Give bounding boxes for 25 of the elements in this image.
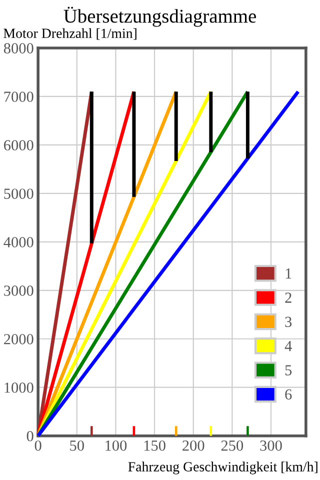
legend-label: 6 xyxy=(285,389,292,400)
x-tick-label: 100 xyxy=(106,440,127,451)
legend-label: 5 xyxy=(285,365,292,376)
y-tick-label: 1000 xyxy=(4,382,34,393)
chart-title: Übersetzungsdiagramme xyxy=(64,6,256,27)
y-tick-label: 8000 xyxy=(4,43,34,54)
x-tick-label: 0 xyxy=(34,440,42,451)
x-tick-label: 50 xyxy=(70,440,84,451)
x-tick-label: 250 xyxy=(221,440,244,451)
x-tick-label: 150 xyxy=(144,440,166,451)
x-axis-title: Fahrzeug Geschwindigkeit [km/h] xyxy=(128,462,318,474)
legend-label: 2 xyxy=(285,292,292,303)
y-tick-label: 6000 xyxy=(4,140,34,150)
x-tick-label: 300 xyxy=(260,440,282,451)
legend-label: 4 xyxy=(284,341,292,352)
y-tick-label: 3000 xyxy=(4,286,34,296)
legend-label: 1 xyxy=(286,268,292,279)
y-tick-label: 0 xyxy=(26,430,34,442)
y-tick-label: 7000 xyxy=(4,92,34,102)
y-tick-label: 2000 xyxy=(4,334,34,344)
x-tick-label: 200 xyxy=(182,440,204,451)
legend-label: 3 xyxy=(285,316,292,328)
y-tick-label: 4000 xyxy=(4,237,34,248)
y-axis-title: Motor Drehzahl [1/min] xyxy=(4,28,136,40)
y-tick-label: 5000 xyxy=(4,188,34,199)
